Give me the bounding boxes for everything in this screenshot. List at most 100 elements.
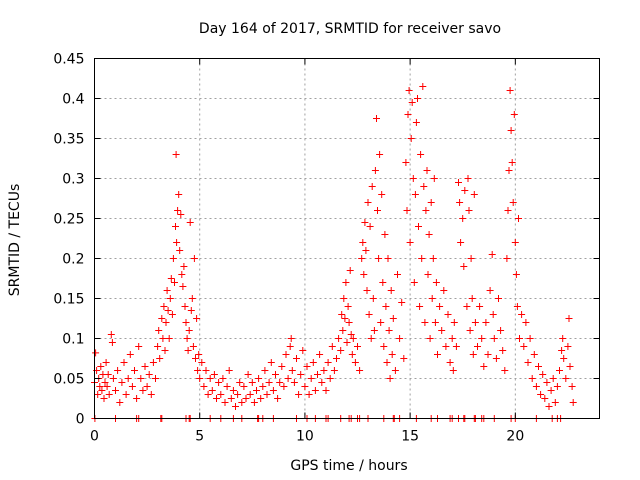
data-point <box>412 119 420 126</box>
data-point <box>172 223 179 230</box>
plot-frame <box>94 58 600 419</box>
data-point <box>303 363 311 370</box>
data-point <box>360 271 368 278</box>
data-point <box>257 395 265 402</box>
data-point <box>347 331 355 338</box>
data-point <box>274 395 282 402</box>
data-point <box>185 327 193 334</box>
data-point <box>195 351 203 358</box>
data-point <box>187 307 195 314</box>
data-point <box>135 343 143 350</box>
data-point <box>316 351 324 358</box>
data-point <box>440 287 448 294</box>
data-point <box>104 371 112 378</box>
data-point <box>159 335 167 342</box>
data-point <box>194 367 202 374</box>
data-point <box>391 367 399 374</box>
data-point <box>467 255 475 262</box>
data-point <box>335 335 343 342</box>
data-point <box>394 271 401 278</box>
data-point <box>386 375 394 382</box>
data-point <box>293 355 300 362</box>
data-point <box>242 395 250 402</box>
data-point <box>96 383 104 390</box>
data-point <box>318 379 326 386</box>
data-point <box>361 219 369 226</box>
data-point <box>164 307 172 314</box>
data-point <box>109 375 117 382</box>
data-point <box>295 391 303 398</box>
data-point <box>524 359 532 366</box>
data-point <box>147 391 155 398</box>
data-point <box>154 343 162 350</box>
data-point <box>490 335 498 342</box>
y-tick-label: 0.4 <box>62 92 84 108</box>
data-point <box>227 395 235 402</box>
data-point <box>193 315 201 322</box>
data-point <box>404 111 412 118</box>
data-point <box>223 383 231 390</box>
data-point <box>463 303 471 310</box>
data-point <box>261 367 269 374</box>
data-point <box>309 359 317 366</box>
data-point <box>551 399 559 406</box>
data-point <box>505 167 513 174</box>
data-point <box>370 327 378 334</box>
data-point <box>378 191 386 198</box>
data-point <box>143 383 151 390</box>
data-point <box>272 371 279 378</box>
data-points <box>91 83 577 422</box>
data-point <box>326 375 334 382</box>
data-point <box>543 379 551 386</box>
data-point <box>155 327 163 334</box>
y-tick-label: 0.2 <box>62 252 84 268</box>
data-point <box>398 299 406 306</box>
data-point <box>351 359 359 366</box>
data-point <box>225 367 233 374</box>
data-point <box>452 343 460 350</box>
data-point <box>188 295 196 302</box>
data-point <box>259 383 267 390</box>
data-point <box>344 303 352 310</box>
data-point <box>160 303 168 310</box>
axis-ticks: 0 0.05 0.1 0.15 0.2 0.25 0.3 0.35 0.4 0.45 0 5 10 15 2… <box>53 52 600 445</box>
data-point <box>421 319 429 326</box>
data-point <box>244 371 252 378</box>
data-point <box>428 295 436 302</box>
data-point <box>448 335 456 342</box>
data-point <box>459 215 467 222</box>
data-point <box>492 355 500 362</box>
data-point <box>301 383 309 390</box>
data-point <box>408 99 416 106</box>
data-point <box>200 383 208 390</box>
data-point <box>457 239 465 246</box>
y-tick-label: 0.35 <box>53 132 84 148</box>
data-point <box>180 263 188 270</box>
data-point <box>380 343 388 350</box>
data-point <box>476 303 484 310</box>
data-point <box>379 279 387 286</box>
data-point <box>320 367 328 374</box>
data-point <box>508 159 516 166</box>
data-point <box>210 371 218 378</box>
data-point <box>464 175 472 182</box>
data-point <box>427 199 435 206</box>
data-point <box>186 219 194 226</box>
data-point <box>156 355 164 362</box>
data-point <box>359 239 367 246</box>
data-point <box>94 391 102 398</box>
data-point <box>177 211 185 218</box>
data-point <box>255 375 263 382</box>
data-point <box>553 383 561 390</box>
data-point <box>541 395 549 402</box>
data-point <box>282 351 290 358</box>
data-point <box>381 231 389 238</box>
data-point <box>356 367 364 374</box>
data-point <box>112 387 119 394</box>
data-point <box>416 303 424 310</box>
data-point <box>509 199 517 206</box>
y-tick-label: 0.05 <box>53 372 84 388</box>
data-point <box>284 375 292 382</box>
data-point <box>424 271 432 278</box>
grid-lines <box>94 58 600 419</box>
